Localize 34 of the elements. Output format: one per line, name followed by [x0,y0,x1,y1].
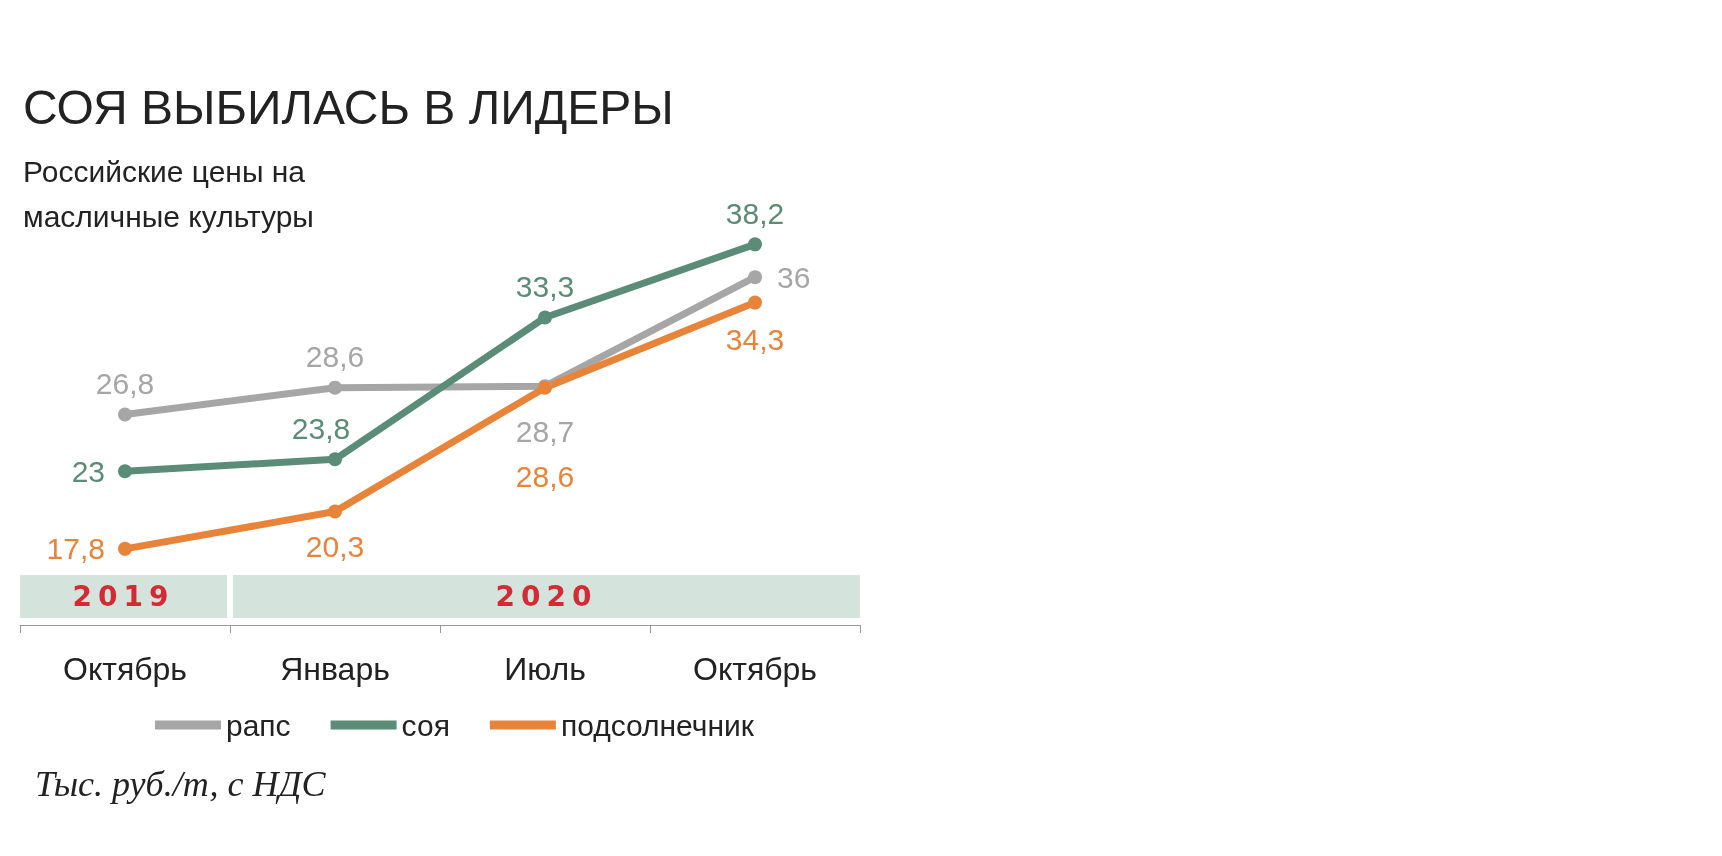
x-tick-label: Октябрь [62,651,188,687]
point [118,464,132,479]
legend-label: рапс [226,708,291,742]
point [118,407,132,422]
text: Тыс. руб./т, с НДС [35,763,326,805]
legend-label: соя [401,708,450,742]
x-tick-label: Июль [504,651,586,687]
point [328,380,342,395]
data-label: 23 [71,454,105,488]
point [328,452,342,467]
point [328,504,342,519]
data-label: 33,3 [515,270,575,303]
point [748,295,762,310]
data-label: 28,7 [515,414,575,448]
data-label: 34,3 [725,323,785,357]
point [748,237,762,252]
x-tick-label: Январь [280,651,390,687]
data-label: 36 [777,260,811,294]
chart-subtitle: Российские цены на масличные культуры [23,155,314,233]
year-strip: 2019 [20,575,227,618]
chart-title: СОЯ ВЫБИЛАСЬ В ЛИДЕРЫ [23,80,674,134]
data-label: 28,6 [515,460,575,494]
x-tick-label: Октябрь [692,651,818,687]
point [748,270,762,285]
year-strip: 2020 [233,575,860,618]
data-label: 26,8 [95,367,155,401]
data-label: 17,8 [46,532,105,566]
data-label: 23,8 [291,411,351,445]
data-label: 28,6 [305,340,365,374]
point [538,310,552,325]
legend-label: подсолнечник [560,708,755,742]
data-label: 20,3 [305,530,365,564]
point [118,541,132,556]
data-label: 38,2 [725,196,785,230]
